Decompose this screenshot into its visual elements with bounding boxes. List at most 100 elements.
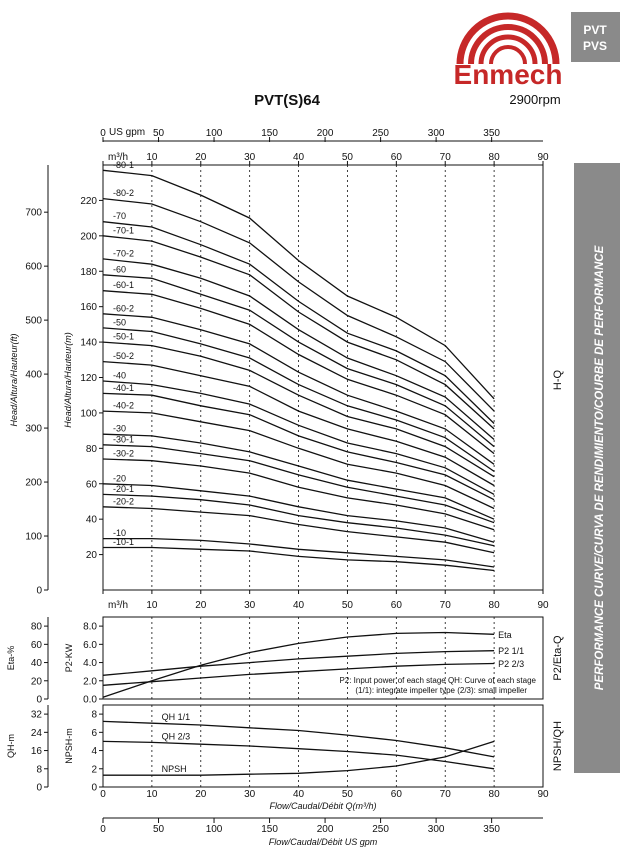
efficiency-panel: 0.0 2.0 4.0 6.0 8.0 0 20 40 60 80 Eta P2 1/1 P2 2/3… (6, 616, 564, 706)
head-ft-tick-label: 100 (25, 532, 42, 543)
flow-tick-label: 50 (342, 789, 354, 800)
gpm-tick-label: 150 (261, 824, 278, 835)
head-m-tick-label: 80 (86, 444, 98, 455)
head-curve (102, 313, 495, 465)
gpm-tick-label: 100 (206, 128, 223, 139)
head-curve-label: -70-1 (113, 225, 134, 235)
head-curve (102, 392, 495, 501)
brand-name: Enmech (454, 59, 563, 90)
p2-tick-label: 6.0 (83, 640, 97, 651)
gpm-tick-label: 300 (428, 128, 445, 139)
gpm-axis-title: Flow/Caudal/Débit US gpm (269, 837, 378, 847)
badge-pvt: PVT (583, 23, 607, 37)
logo-arc (468, 24, 548, 65)
head-curve-label: -40-1 (113, 383, 134, 393)
efficiency-curve (102, 650, 495, 676)
head-curve (103, 546, 495, 572)
eta-tick-label: 60 (31, 640, 43, 651)
power-note-line2: (1/1): integrate impeller type (2/3): sm… (355, 686, 527, 695)
gpm-tick-label: 350 (483, 128, 500, 139)
head-curve (102, 169, 495, 400)
npsh-curve-label: QH 2/3 (162, 731, 191, 741)
flow-tick-label: 10 (146, 789, 158, 800)
hq-side-label: H-Q (552, 369, 564, 390)
flow-unit-label-top: m³/h (108, 152, 128, 163)
npsh-side-label: NPSH/QH (552, 721, 564, 771)
flow-unit-label-mid: m³/h (108, 600, 128, 611)
p2-tick-label: 8.0 (83, 622, 97, 633)
head-curve (102, 341, 495, 478)
p2-tick-label: 0.0 (83, 695, 97, 706)
head-curve-label: -10 (113, 528, 126, 538)
qh-tick-label: 32 (31, 710, 43, 721)
head-ft-tick-label: 0 (36, 586, 42, 597)
npsh-tick-label: 2 (91, 764, 97, 775)
eta-tick-label: 40 (31, 658, 43, 669)
efficiency-curve-label: P2 1/1 (498, 646, 524, 656)
qh-tick-label: 8 (36, 764, 42, 775)
gpm-tick-label: 350 (483, 824, 500, 835)
npsh-curve (103, 740, 495, 776)
head-ft-tick-label: 300 (25, 424, 42, 435)
flow-tick-label: 20 (195, 152, 207, 163)
flow-tick-label: 90 (537, 789, 549, 800)
gpm-tick-label: 200 (317, 824, 334, 835)
npsh-tick-label: 8 (91, 710, 97, 721)
head-curve (102, 290, 495, 455)
npsh-curve-label: NPSH (162, 764, 187, 774)
head-curve-label: -60-2 (113, 303, 134, 313)
head-curve-label: -60 (113, 264, 126, 274)
head-curve (102, 235, 495, 430)
head-curve-label: -20-2 (113, 496, 134, 506)
p2-axis-label: P2-KW (64, 643, 74, 672)
eta-tick-label: 0 (36, 695, 42, 706)
top-gpm-axis: US gpm 0 50 100 150 200 250 300 350 (100, 127, 543, 142)
head-m-tick-label: 120 (80, 373, 97, 384)
flow-tick-label: 40 (293, 789, 305, 800)
head-curve-label: -80-1 (113, 160, 134, 170)
npsh-tick-label: 0 (91, 783, 97, 794)
head-m-tick-label: 100 (80, 408, 97, 419)
head-curve-label: -50 (113, 317, 126, 327)
gpm-tick-label: 250 (372, 824, 389, 835)
head-ft-tick-label: 200 (25, 478, 42, 489)
head-curve (102, 506, 495, 554)
head-ft-label: Head/Altura/Hauteur(ft) (9, 333, 19, 426)
enmech-logo (456, 12, 560, 65)
head-curve-label: -60-1 (113, 280, 134, 290)
head-curve (102, 458, 495, 531)
head-ft-tick-label: 600 (25, 262, 42, 273)
flow-tick-label: 10 (146, 600, 158, 611)
head-m-tick-label: 60 (86, 479, 98, 490)
head-curve-label: -40 (113, 371, 126, 381)
flow-tick-label: 70 (440, 600, 452, 611)
head-curve (102, 221, 495, 424)
flow-tick-label: 80 (489, 600, 501, 611)
power-note-line1: P2: Input power of each stage QH: Curve … (339, 676, 536, 685)
model-badge (571, 12, 620, 62)
head-curve-label: -20 (113, 473, 126, 483)
head-curve-label: -30 (113, 424, 126, 434)
head-curve (102, 380, 495, 495)
efficiency-curve-label: P2 2/3 (498, 659, 524, 669)
flow-tick-label: 20 (195, 789, 207, 800)
head-curve (103, 537, 495, 568)
head-m-tick-label: 140 (80, 338, 97, 349)
head-curve (102, 433, 495, 520)
flow-tick-label: 60 (391, 600, 403, 611)
head-ft-tick-label: 400 (25, 370, 42, 381)
bottom-gpm-axis: 0 50 100 150 200 250 300 350 Flow/Caudal/Débit … (100, 817, 543, 847)
gpm-tick-label: 300 (428, 824, 445, 835)
head-m-tick-label: 180 (80, 267, 97, 278)
head-m-label: Head/Altura/Hauteur(m) (63, 332, 73, 428)
head-curve-label: -30-2 (113, 448, 134, 458)
flow-tick-label: 90 (537, 600, 549, 611)
flow-tick-label: 30 (244, 152, 256, 163)
efficiency-curve-label: Eta (498, 630, 512, 640)
top-flow-axis: m³/h 10 20 30 40 50 60 70 80 90 (102, 152, 549, 165)
head-curve (102, 274, 495, 448)
gpm-tick-label: 0 (100, 824, 106, 835)
flow-tick-label: 30 (244, 600, 256, 611)
